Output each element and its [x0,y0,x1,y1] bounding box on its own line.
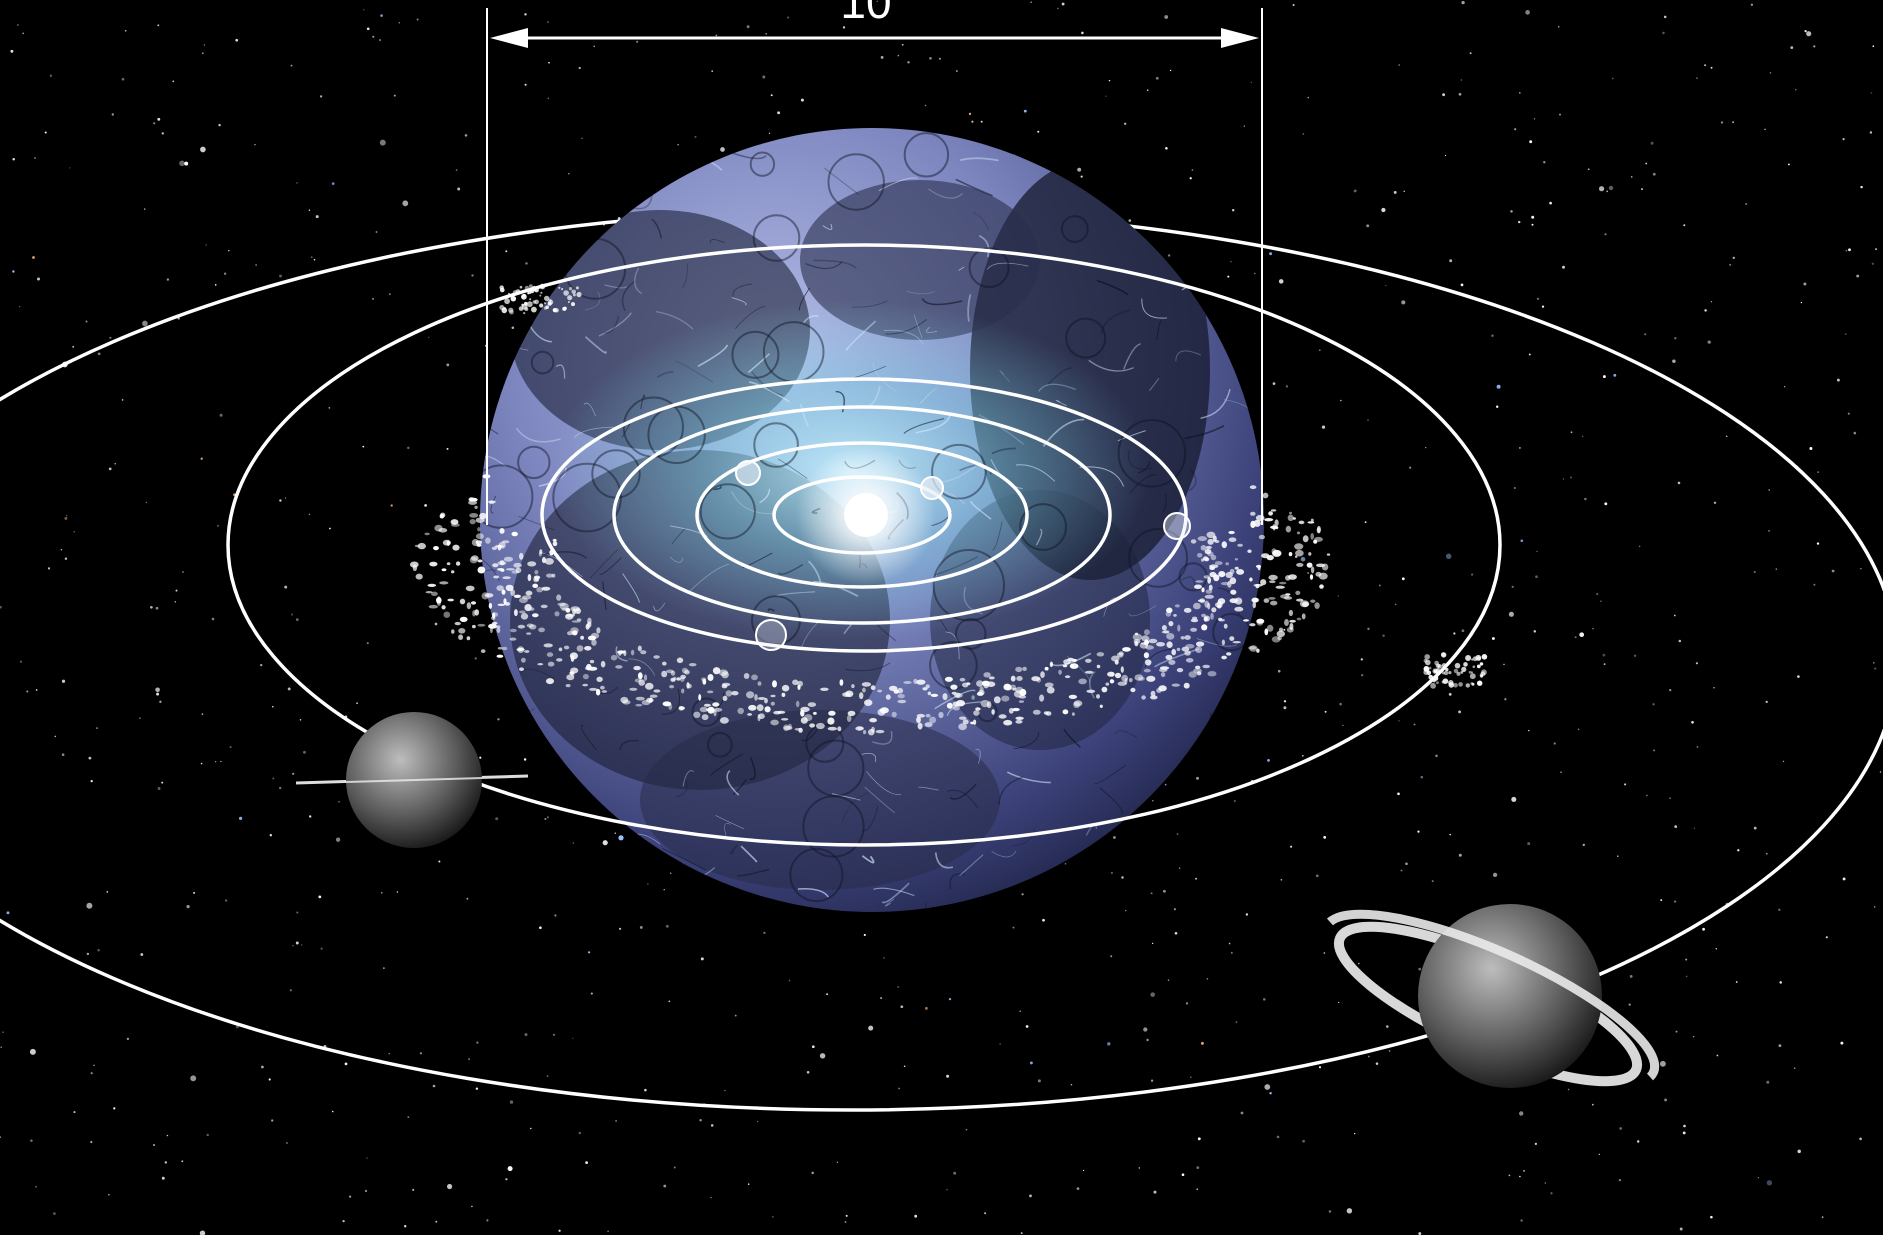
left-planet [295,712,529,848]
ringed-planet [1326,904,1660,1088]
oort-cloud-sphere [480,128,1264,912]
dimension-label: 10 [840,0,891,28]
sun [796,445,936,585]
dimension-marker [486,8,1263,525]
middle-orbit [226,243,1502,847]
particle-belt [410,283,1488,736]
